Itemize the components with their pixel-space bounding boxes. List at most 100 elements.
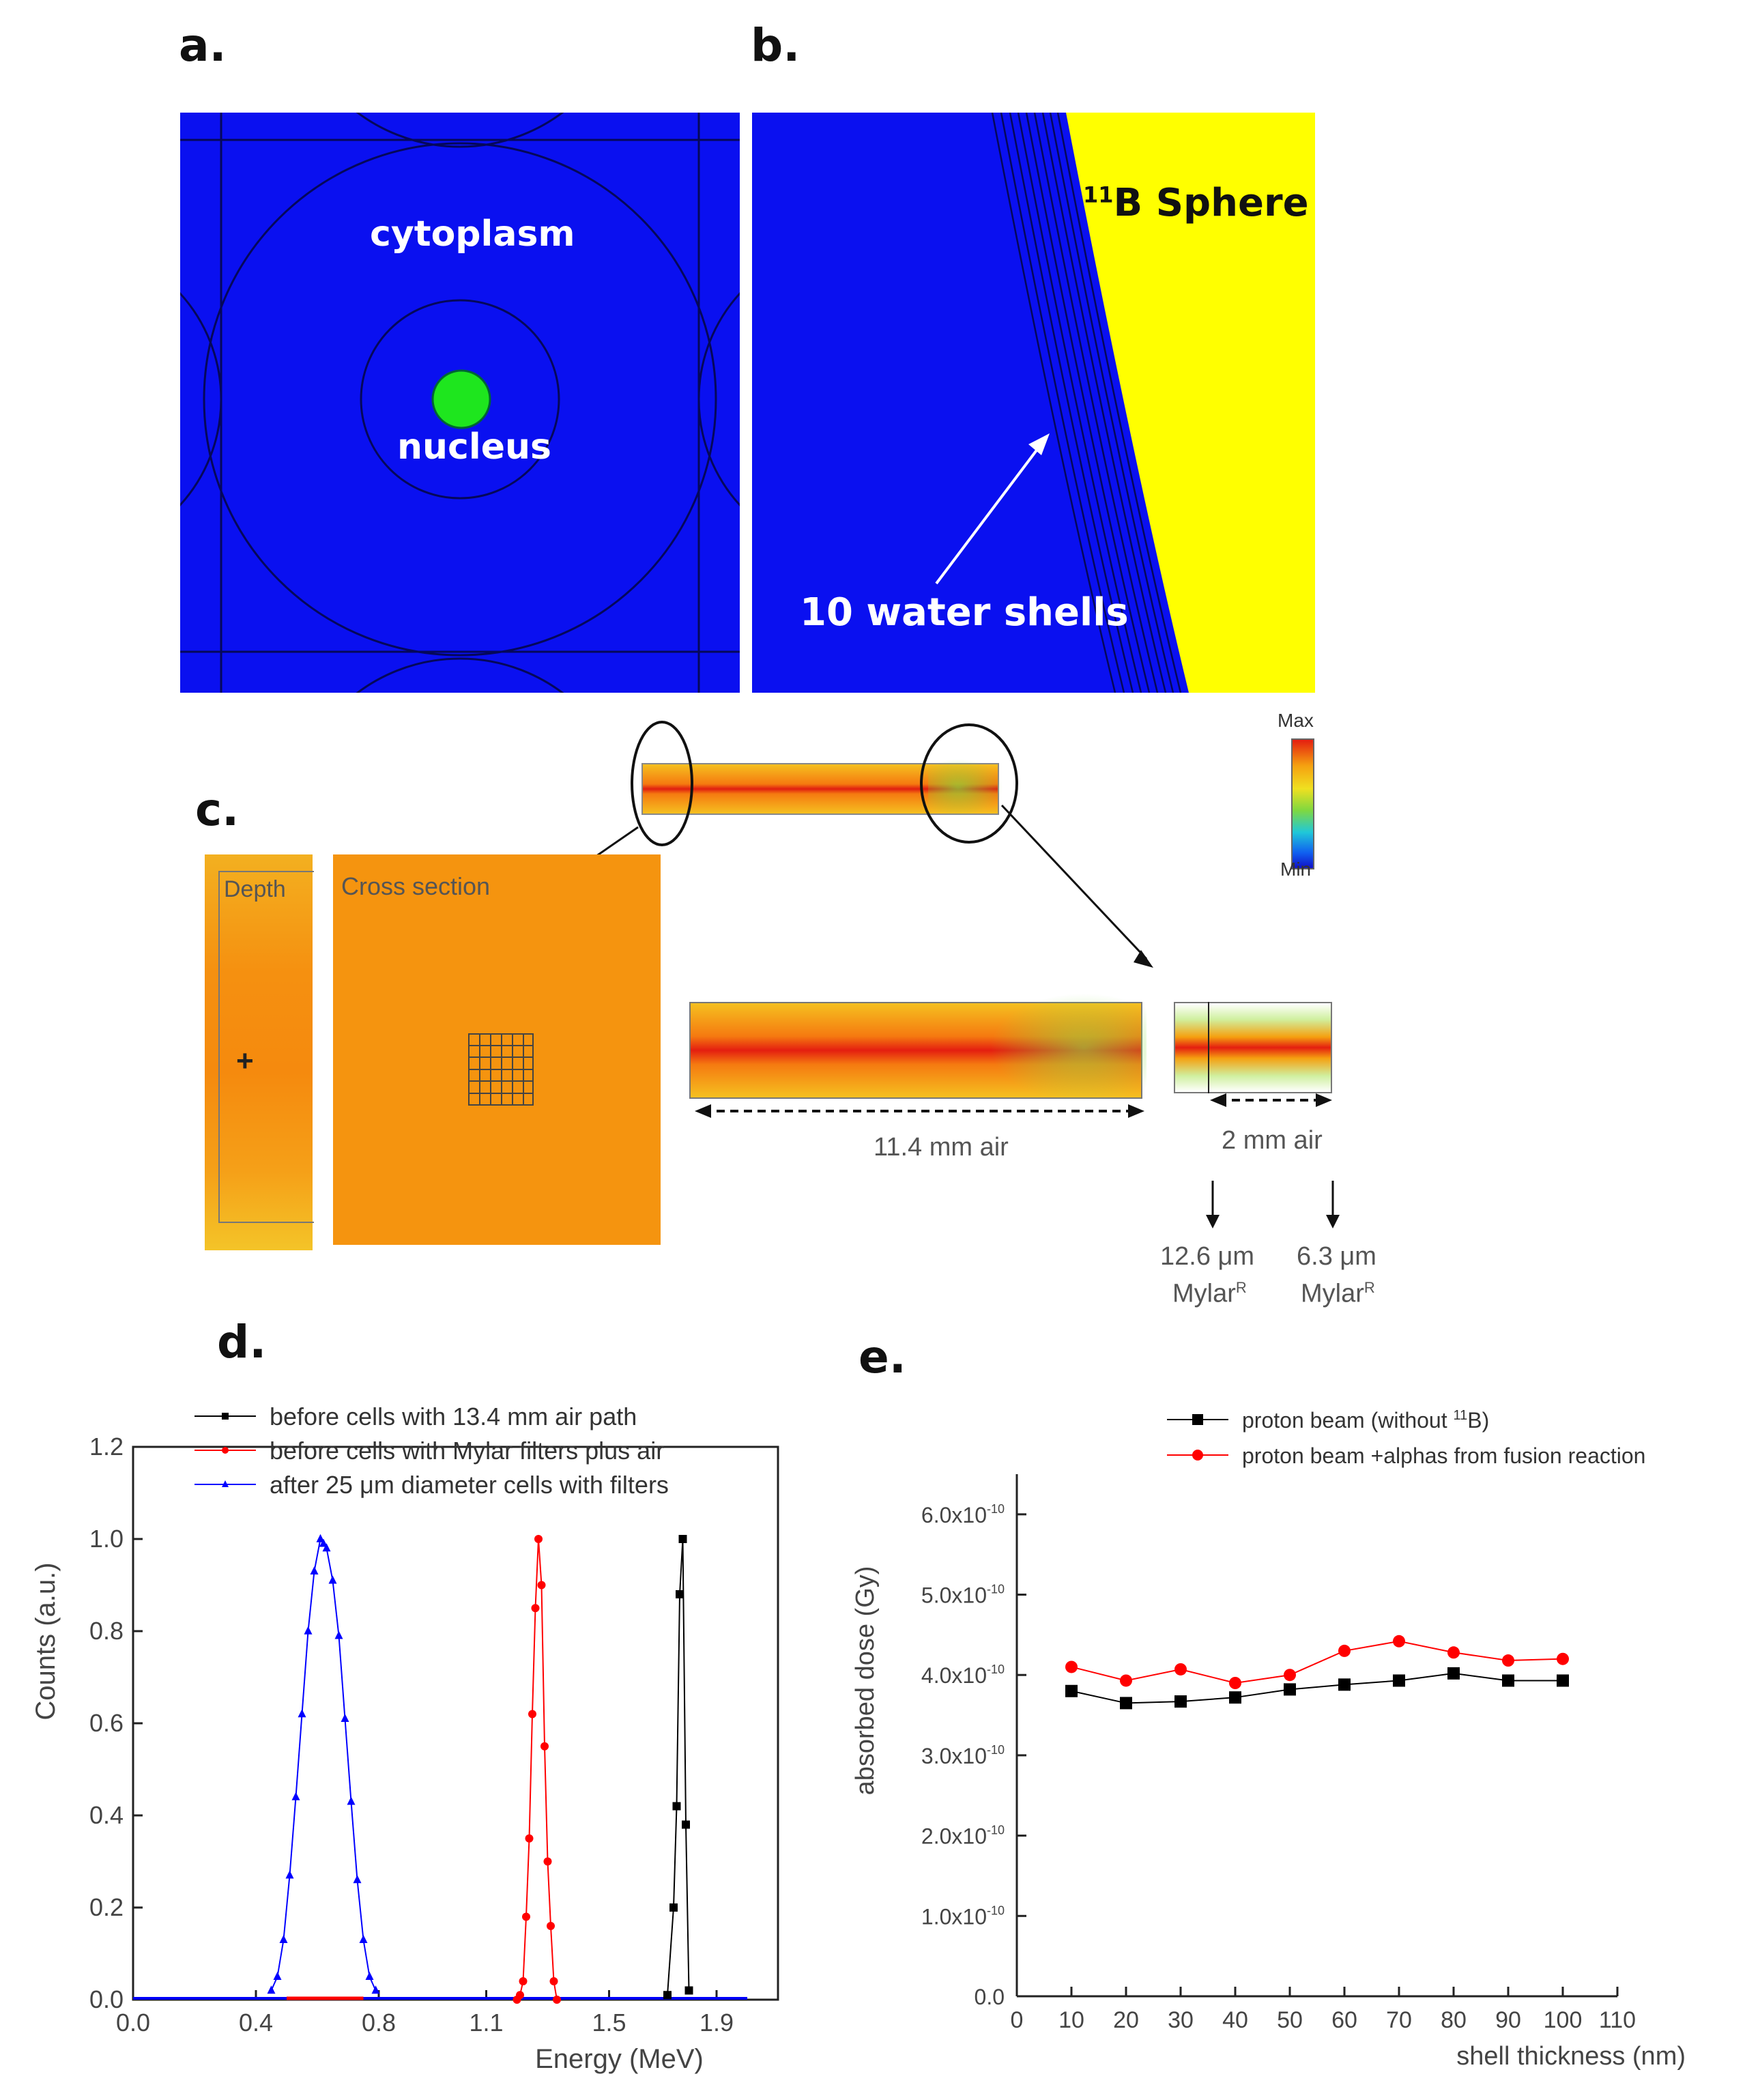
chart-e-y-tick-label: 1.0x10-10: [921, 1903, 1005, 1929]
chart-e-x-tick-label: 40: [1222, 2007, 1248, 2033]
chart-d-point: [537, 1581, 546, 1590]
chart-e-point: [1447, 1667, 1460, 1680]
chart-d-legend-marker: [222, 1480, 229, 1487]
chart-d-y-tick-label: 0.6: [89, 1709, 124, 1737]
chart-d-point: [540, 1742, 549, 1751]
depth-map: Depth +: [205, 854, 314, 1250]
chart-d-point: [678, 1535, 687, 1543]
chart-d-series-line: [270, 1537, 377, 1991]
chart-d-x-tick-label: 1.9: [700, 2009, 734, 2037]
beam-short-divider: [1208, 1002, 1209, 1093]
chart-e-x-tick-label: 10: [1058, 2007, 1084, 2033]
zoom-ellipse-right: [920, 723, 1018, 844]
chart-e-x-tick-label: 30: [1168, 2007, 1194, 2033]
chart-e-point: [1447, 1646, 1460, 1659]
chart-e-series-0: [1065, 1667, 1569, 1710]
panel-d-letter: d.: [217, 1316, 267, 1368]
chart-d-point: [371, 1985, 380, 1994]
chart-d-point: [547, 1922, 555, 1930]
chart-d-point: [319, 1538, 328, 1547]
chart-d-y-axis-label: Counts (a.u.): [31, 1562, 61, 1720]
sphere-label-text: B Sphere: [1113, 181, 1309, 225]
voxel-grid: [468, 1033, 534, 1106]
chart-d-point: [279, 1935, 288, 1944]
chart-d-point: [522, 1912, 530, 1921]
chart-e-legend-tail: B): [1467, 1408, 1489, 1433]
colorbar-min-label: Min: [1280, 859, 1312, 880]
chart-d-point: [528, 1710, 536, 1718]
chart-e-point: [1338, 1644, 1351, 1657]
mylar2-sup: R: [1364, 1279, 1375, 1296]
chart-d-x-tick-label: 1.1: [469, 2009, 503, 2037]
chart-e-point: [1557, 1652, 1569, 1665]
chart-e-series-line: [1071, 1672, 1563, 1704]
chart-d-point: [553, 1996, 561, 2004]
chart-d-x-axis-label: Energy (MeV): [535, 2044, 704, 2074]
mylar1-name: MylarR: [1172, 1279, 1247, 1309]
panel-b-sphere-geometry: 11B Sphere 10 water shells: [752, 113, 1315, 693]
chart-d-legend-label: before cells with 13.4 mm air path: [270, 1403, 637, 1430]
zoom-arrow-right: [1000, 804, 1148, 960]
chart-e-x-tick-label: 20: [1113, 2007, 1139, 2033]
sphere-yellow-region: [1066, 113, 1315, 693]
chart-d-y-tick-label: 0.4: [89, 1801, 124, 1829]
chart-e-point: [1229, 1691, 1241, 1704]
air-long-label: 11.4 mm air: [874, 1133, 1009, 1162]
chart-d-point: [298, 1709, 306, 1718]
chart-e-point: [1393, 1635, 1405, 1648]
cross-section-label: Cross section: [341, 872, 491, 900]
chart-e-point: [1229, 1677, 1241, 1689]
chart-e-point: [1284, 1683, 1296, 1696]
depth-map-frame: [218, 871, 314, 1223]
chart-e-y-tick-label: 6.0x10-10: [921, 1502, 1005, 1527]
chart-e-x-tick-label: 90: [1495, 2007, 1521, 2033]
zoom-ellipse-left: [631, 721, 693, 846]
nucleus-label: nucleus: [397, 427, 551, 468]
chart-d-point: [316, 1534, 325, 1542]
chart-d-point: [341, 1714, 349, 1723]
chart-d-point: [531, 1604, 540, 1613]
chart-d-x-tick-label: 0.8: [362, 2009, 396, 2037]
chart-d-point: [285, 1870, 294, 1879]
chart-e-y-tick-label: 5.0x10-10: [921, 1583, 1005, 1608]
chart-d-point: [334, 1630, 343, 1639]
chart-e-x-axis-label: shell thickness (nm): [1456, 2042, 1686, 2071]
chart-e-y-axis-label: absorbed dose (Gy): [851, 1566, 880, 1796]
chart-d-plot-frame: [132, 1445, 779, 2001]
chart-e-point: [1120, 1697, 1132, 1710]
chart-d-point: [525, 1834, 534, 1843]
chart-d-series-line: [516, 1538, 558, 2000]
panel-c-letter: c.: [195, 783, 240, 836]
mylar1-name-text: Mylar: [1172, 1279, 1236, 1308]
chart-e-x-tick-label: 60: [1331, 2007, 1357, 2033]
mylar1-value: 12.6 μm: [1160, 1242, 1255, 1271]
nucleus-circle: [431, 369, 491, 429]
chart-e-legend-marker: [1192, 1414, 1203, 1425]
cytoplasm-label: cytoplasm: [370, 214, 575, 255]
chart-e-y-tick-exponent: -10: [987, 1743, 1005, 1757]
chart-d-series-0: [663, 1535, 693, 2000]
chart-d-legend-label: after 25 μm diameter cells with filters: [270, 1471, 669, 1499]
chart-d-y-tick-label: 0.2: [89, 1893, 124, 1921]
chart-d-point: [676, 1590, 684, 1598]
chart-d-point: [359, 1935, 368, 1944]
chart-e-point: [1502, 1654, 1514, 1667]
chart-d-point: [328, 1575, 337, 1584]
chart-e-point: [1393, 1674, 1405, 1687]
chart-e-x-tick-label: 110: [1599, 2007, 1636, 2033]
water-shells-label: 10 water shells: [800, 590, 1129, 635]
chart-d-x-tick-label: 0.4: [239, 2009, 273, 2037]
chart-e-y-tick-exponent: -10: [987, 1824, 1005, 1837]
chart-d-point: [534, 1535, 543, 1543]
sphere-shells: [935, 113, 1315, 693]
chart-d-legend-marker: [222, 1413, 229, 1420]
chart-d-y-tick-label: 0.0: [89, 1985, 124, 2013]
chart-d-point: [353, 1875, 362, 1884]
chart-e-series-line: [1071, 1640, 1563, 1684]
colorbar-max-label: Max: [1278, 710, 1314, 731]
chart-d-x-tick-label: 0.0: [116, 2009, 150, 2037]
chart-d-point: [365, 1972, 374, 1981]
air-short-label: 2 mm air: [1222, 1126, 1323, 1155]
depth-label: Depth: [224, 876, 286, 902]
chart-e-y-tick-exponent: -10: [987, 1663, 1005, 1676]
